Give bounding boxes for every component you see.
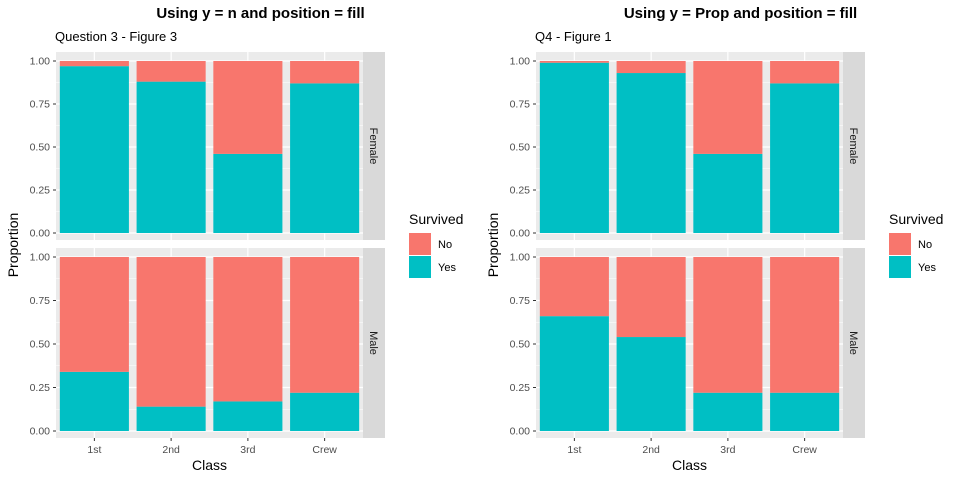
- facet-strip-label: Female: [847, 128, 859, 165]
- bar-yes-2nd: [136, 81, 206, 233]
- legend-key-no: [409, 233, 431, 255]
- bar-yes-1st: [59, 371, 129, 431]
- legend-title: Survived: [409, 211, 463, 227]
- bar-no-1st: [59, 61, 129, 67]
- bar-yes-2nd: [616, 73, 686, 233]
- chart-title: Using y = Prop and position = fill: [624, 5, 857, 22]
- bar-yes-crew: [290, 392, 360, 431]
- facet-female: 0.00 0.25 0.50 0.75 1.00 Female: [30, 52, 385, 240]
- bar-no-1st: [539, 61, 609, 63]
- bar-yes-3rd: [693, 392, 763, 431]
- facet-strip: [843, 52, 865, 240]
- bar-yes-2nd: [136, 406, 206, 431]
- y-tick-label: 1.00: [510, 56, 531, 68]
- y-axis-label: Proportion: [485, 213, 501, 278]
- y-tick-label: 1.00: [510, 252, 531, 264]
- bar-yes-3rd: [213, 153, 283, 233]
- bar-no-2nd: [136, 61, 206, 82]
- bar-yes-3rd: [213, 401, 283, 431]
- y-tick-label: 0.75: [510, 295, 531, 307]
- y-tick-label: 0.00: [510, 426, 531, 438]
- bar-yes-1st: [59, 66, 129, 233]
- y-tick-label: 0.25: [30, 382, 51, 394]
- bar-no-crew: [770, 257, 840, 393]
- bar-no-2nd: [616, 61, 686, 74]
- y-tick-label: 0.75: [30, 99, 51, 111]
- legend-key-no: [889, 233, 911, 255]
- bar-no-crew: [770, 61, 840, 84]
- bar-no-crew: [290, 61, 360, 84]
- bar-no-3rd: [213, 257, 283, 402]
- y-tick-label: 0.50: [30, 142, 51, 154]
- x-tick-label: 1st: [87, 444, 101, 456]
- bar-yes-3rd: [693, 153, 763, 233]
- legend-label-no: No: [918, 239, 932, 251]
- y-axis-label: Proportion: [5, 213, 21, 278]
- bar-no-1st: [59, 257, 129, 372]
- bar-yes-1st: [539, 316, 609, 431]
- chart-subtitle: Question 3 - Figure 3: [55, 29, 177, 44]
- legend-key-yes: [889, 256, 911, 278]
- facet-strip-label: Male: [367, 331, 379, 355]
- legend-label-no: No: [438, 239, 452, 251]
- bar-yes-crew: [770, 83, 840, 233]
- y-tick-label: 1.00: [30, 56, 51, 68]
- facet-female: 0.00 0.25 0.50 0.75 1.00 Female: [510, 52, 865, 240]
- bar-no-3rd: [693, 257, 763, 393]
- x-tick-label: Crew: [312, 444, 337, 456]
- facet-strip: [843, 248, 865, 438]
- chart-title: Using y = n and position = fill: [156, 5, 364, 22]
- y-tick-label: 0.00: [30, 426, 51, 438]
- x-axis-label: Class: [192, 457, 227, 473]
- y-tick-label: 0.25: [510, 382, 531, 394]
- facet-strip: [363, 52, 385, 240]
- facet-strip-label: Female: [367, 128, 379, 165]
- bar-yes-1st: [539, 62, 609, 233]
- legend-key-yes: [409, 256, 431, 278]
- bar-no-3rd: [693, 61, 763, 154]
- y-tick-label: 0.25: [30, 185, 51, 197]
- facet-strip-label: Male: [847, 331, 859, 355]
- legend-label-yes: Yes: [438, 262, 456, 274]
- bar-yes-crew: [770, 392, 840, 431]
- bar-no-1st: [539, 257, 609, 317]
- y-tick-label: 0.00: [510, 228, 531, 240]
- legend-label-yes: Yes: [918, 262, 936, 274]
- x-tick-label: 2nd: [642, 444, 660, 456]
- y-tick-label: 0.75: [510, 99, 531, 111]
- chart-2: Using y = Prop and position = fill Q4 - F…: [485, 5, 943, 473]
- legend-title: Survived: [889, 211, 943, 227]
- y-tick-label: 0.25: [510, 185, 531, 197]
- x-tick-label: 3rd: [720, 444, 735, 456]
- y-tick-label: 0.50: [30, 339, 51, 351]
- x-tick-label: 2nd: [162, 444, 180, 456]
- bar-no-2nd: [616, 257, 686, 338]
- legend: Survived No Yes: [409, 211, 463, 278]
- bar-no-2nd: [136, 257, 206, 407]
- facet-male: 0.00 0.25 0.50 0.75 1.00 Male: [30, 248, 385, 438]
- y-tick-label: 0.50: [510, 142, 531, 154]
- chart-1: Using y = n and position = fill Question …: [5, 5, 463, 473]
- facet-male: 0.00 0.25 0.50 0.75 1.00 Male: [510, 248, 865, 438]
- x-tick-label: Crew: [792, 444, 817, 456]
- legend: Survived No Yes: [889, 211, 943, 278]
- bar-yes-crew: [290, 83, 360, 233]
- facet-strip: [363, 248, 385, 438]
- chart-subtitle: Q4 - Figure 1: [535, 29, 612, 44]
- bar-no-3rd: [213, 61, 283, 154]
- y-tick-label: 0.50: [510, 339, 531, 351]
- x-tick-label: 1st: [567, 444, 581, 456]
- x-axis-label: Class: [672, 457, 707, 473]
- y-tick-label: 0.00: [30, 228, 51, 240]
- bar-yes-2nd: [616, 337, 686, 431]
- bar-no-crew: [290, 257, 360, 393]
- y-tick-label: 1.00: [30, 252, 51, 264]
- y-tick-label: 0.75: [30, 295, 51, 307]
- x-tick-label: 3rd: [240, 444, 255, 456]
